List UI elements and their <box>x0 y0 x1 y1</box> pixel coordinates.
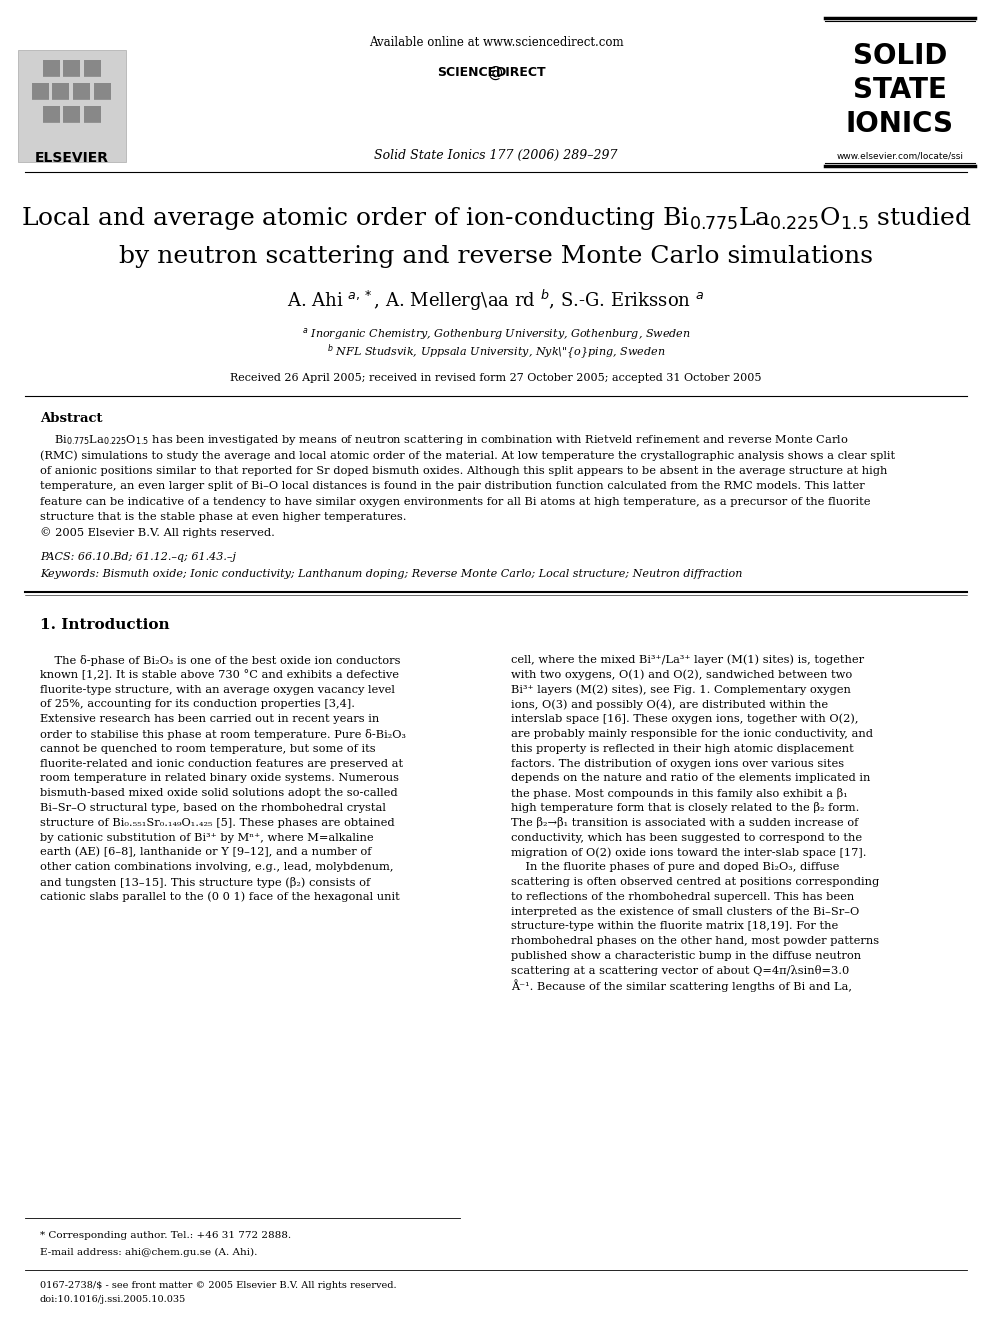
Text: of anionic positions similar to that reported for Sr doped bismuth oxides. Altho: of anionic positions similar to that rep… <box>40 466 887 476</box>
Text: Abstract: Abstract <box>40 411 102 425</box>
Text: Received 26 April 2005; received in revised form 27 October 2005; accepted 31 Oc: Received 26 April 2005; received in revi… <box>230 373 762 382</box>
Text: The β₂→β₁ transition is associated with a sudden increase of: The β₂→β₁ transition is associated with … <box>511 818 858 828</box>
Text: In the fluorite phases of pure and doped Bi₂O₃, diffuse: In the fluorite phases of pure and doped… <box>511 863 839 872</box>
Text: structure-type within the fluorite matrix [18,19]. For the: structure-type within the fluorite matri… <box>511 921 838 931</box>
Text: scattering at a scattering vector of about Q=4π/λsinθ=3.0: scattering at a scattering vector of abo… <box>511 966 849 976</box>
Text: by neutron scattering and reverse Monte Carlo simulations: by neutron scattering and reverse Monte … <box>119 245 873 267</box>
Text: rhombohedral phases on the other hand, most powder patterns: rhombohedral phases on the other hand, m… <box>511 937 879 946</box>
Text: room temperature in related binary oxide systems. Numerous: room temperature in related binary oxide… <box>40 774 399 783</box>
Text: STATE: STATE <box>853 75 947 105</box>
Text: Solid State Ionics 177 (2006) 289–297: Solid State Ionics 177 (2006) 289–297 <box>374 148 618 161</box>
Text: order to stabilise this phase at room temperature. Pure δ-Bi₂O₃: order to stabilise this phase at room te… <box>40 729 406 740</box>
Text: DIRECT: DIRECT <box>496 66 547 78</box>
Text: IONICS: IONICS <box>846 110 954 138</box>
Text: scattering is often observed centred at positions corresponding: scattering is often observed centred at … <box>511 877 879 886</box>
Text: this property is reflected in their high atomic displacement: this property is reflected in their high… <box>511 744 854 754</box>
Text: structure that is the stable phase at even higher temperatures.: structure that is the stable phase at ev… <box>40 512 406 523</box>
Text: cannot be quenched to room temperature, but some of its: cannot be quenched to room temperature, … <box>40 744 375 754</box>
Text: SCIENCE: SCIENCE <box>436 66 496 78</box>
Text: Available online at www.sciencedirect.com: Available online at www.sciencedirect.co… <box>369 36 623 49</box>
Text: $^{a}$ Inorganic Chemistry, Gothenburg University, Gothenburg, Sweden: $^{a}$ Inorganic Chemistry, Gothenburg U… <box>302 325 690 343</box>
Text: temperature, an even larger split of Bi–O local distances is found in the pair d: temperature, an even larger split of Bi–… <box>40 482 864 492</box>
Text: Bi³⁺ layers (M(2) sites), see Fig. 1. Complementary oxygen: Bi³⁺ layers (M(2) sites), see Fig. 1. Co… <box>511 684 851 695</box>
Text: the phase. Most compounds in this family also exhibit a β₁: the phase. Most compounds in this family… <box>511 787 847 799</box>
Text: (RMC) simulations to study the average and local atomic order of the material. A: (RMC) simulations to study the average a… <box>40 450 895 460</box>
Text: conductivity, which has been suggested to correspond to the: conductivity, which has been suggested t… <box>511 832 862 843</box>
Text: migration of O(2) oxide ions toward the inter-slab space [17].: migration of O(2) oxide ions toward the … <box>511 847 866 857</box>
Text: by cationic substitution of Bi³⁺ by Mⁿ⁺, where M=alkaline: by cationic substitution of Bi³⁺ by Mⁿ⁺,… <box>40 832 373 843</box>
Text: The δ-phase of Bi₂O₃ is one of the best oxide ion conductors: The δ-phase of Bi₂O₃ is one of the best … <box>40 655 400 665</box>
Text: SOLID: SOLID <box>853 42 947 70</box>
Text: 0167-2738/$ - see front matter © 2005 Elsevier B.V. All rights reserved.: 0167-2738/$ - see front matter © 2005 El… <box>40 1281 397 1290</box>
Text: PACS: 66.10.Bd; 61.12.–q; 61.43.–j: PACS: 66.10.Bd; 61.12.–q; 61.43.–j <box>40 552 236 562</box>
Text: Keywords: Bismuth oxide; Ionic conductivity; Lanthanum doping; Reverse Monte Car: Keywords: Bismuth oxide; Ionic conductiv… <box>40 569 742 579</box>
Text: known [1,2]. It is stable above 730 °C and exhibits a defective: known [1,2]. It is stable above 730 °C a… <box>40 669 399 680</box>
Text: earth (AE) [6–8], lanthanide or Y [9–12], and a number of: earth (AE) [6–8], lanthanide or Y [9–12]… <box>40 847 371 857</box>
Text: bismuth-based mixed oxide solid solutions adopt the so-called: bismuth-based mixed oxide solid solution… <box>40 789 398 798</box>
Text: Å⁻¹. Because of the similar scattering lengths of Bi and La,: Å⁻¹. Because of the similar scattering l… <box>511 979 852 992</box>
Text: published show a characteristic bump in the diffuse neutron: published show a characteristic bump in … <box>511 951 861 960</box>
Text: www.elsevier.com/locate/ssi: www.elsevier.com/locate/ssi <box>836 152 963 160</box>
Text: of 25%, accounting for its conduction properties [3,4].: of 25%, accounting for its conduction pr… <box>40 700 355 709</box>
Text: other cation combinations involving, e.g., lead, molybdenum,: other cation combinations involving, e.g… <box>40 863 393 872</box>
Text: Bi–Sr–O structural type, based on the rhombohedral crystal: Bi–Sr–O structural type, based on the rh… <box>40 803 386 814</box>
Text: interpreted as the existence of small clusters of the Bi–Sr–O: interpreted as the existence of small cl… <box>511 906 859 917</box>
Bar <box>18 50 126 161</box>
Text: cell, where the mixed Bi³⁺/La³⁺ layer (M(1) sites) is, together: cell, where the mixed Bi³⁺/La³⁺ layer (M… <box>511 655 864 665</box>
Text: E-mail address: ahi@chem.gu.se (A. Ahi).: E-mail address: ahi@chem.gu.se (A. Ahi). <box>40 1248 257 1257</box>
Text: feature can be indicative of a tendency to have similar oxygen environments for : feature can be indicative of a tendency … <box>40 497 870 507</box>
Text: structure of Bi₀.₅₅₁Sr₀.₁₄₉O₁.₄₂₅ [5]. These phases are obtained: structure of Bi₀.₅₅₁Sr₀.₁₄₉O₁.₄₂₅ [5]. T… <box>40 818 394 828</box>
Text: @: @ <box>483 65 509 79</box>
Text: Extensive research has been carried out in recent years in: Extensive research has been carried out … <box>40 714 379 724</box>
Text: doi:10.1016/j.ssi.2005.10.035: doi:10.1016/j.ssi.2005.10.035 <box>40 1295 186 1304</box>
Text: to reflections of the rhombohedral supercell. This has been: to reflections of the rhombohedral super… <box>511 892 854 902</box>
Text: with two oxygens, O(1) and O(2), sandwiched between two: with two oxygens, O(1) and O(2), sandwic… <box>511 669 852 680</box>
Text: ELSEVIER: ELSEVIER <box>35 151 109 165</box>
Text: and tungsten [13–15]. This structure type (β₂) consists of: and tungsten [13–15]. This structure typ… <box>40 877 370 888</box>
Text: ■■■
■■■■
■■■: ■■■ ■■■■ ■■■ <box>30 57 114 123</box>
Text: fluorite-type structure, with an average oxygen vacancy level: fluorite-type structure, with an average… <box>40 684 395 695</box>
Text: depends on the nature and ratio of the elements implicated in: depends on the nature and ratio of the e… <box>511 774 870 783</box>
Text: cationic slabs parallel to the (0 0 1) face of the hexagonal unit: cationic slabs parallel to the (0 0 1) f… <box>40 892 400 902</box>
Text: fluorite-related and ionic conduction features are preserved at: fluorite-related and ionic conduction fe… <box>40 758 403 769</box>
Text: $^{b}$ NFL Studsvik, Uppsala University, Nyk\"{o}ping, Sweden: $^{b}$ NFL Studsvik, Uppsala University,… <box>326 343 666 361</box>
Text: interslab space [16]. These oxygen ions, together with O(2),: interslab space [16]. These oxygen ions,… <box>511 714 858 725</box>
Text: 1. Introduction: 1. Introduction <box>40 618 170 632</box>
Text: factors. The distribution of oxygen ions over various sites: factors. The distribution of oxygen ions… <box>511 758 844 769</box>
Text: Local and average atomic order of ion-conducting Bi$_{0.775}$La$_{0.225}$O$_{1.5: Local and average atomic order of ion-co… <box>21 205 971 232</box>
Text: are probably mainly responsible for the ionic conductivity, and: are probably mainly responsible for the … <box>511 729 873 740</box>
Text: * Corresponding author. Tel.: +46 31 772 2888.: * Corresponding author. Tel.: +46 31 772… <box>40 1232 291 1241</box>
Text: A. Ahi $^{a,*}$, A. Mellerg\aa rd $^{b}$, S.-G. Eriksson $^{a}$: A. Ahi $^{a,*}$, A. Mellerg\aa rd $^{b}$… <box>288 287 704 312</box>
Text: Bi$_{0.775}$La$_{0.225}$O$_{1.5}$ has been investigated by means of neutron scat: Bi$_{0.775}$La$_{0.225}$O$_{1.5}$ has be… <box>40 433 848 447</box>
Text: high temperature form that is closely related to the β₂ form.: high temperature form that is closely re… <box>511 803 859 814</box>
Text: ions, O(3) and possibly O(4), are distributed within the: ions, O(3) and possibly O(4), are distri… <box>511 699 828 709</box>
Text: © 2005 Elsevier B.V. All rights reserved.: © 2005 Elsevier B.V. All rights reserved… <box>40 528 275 538</box>
